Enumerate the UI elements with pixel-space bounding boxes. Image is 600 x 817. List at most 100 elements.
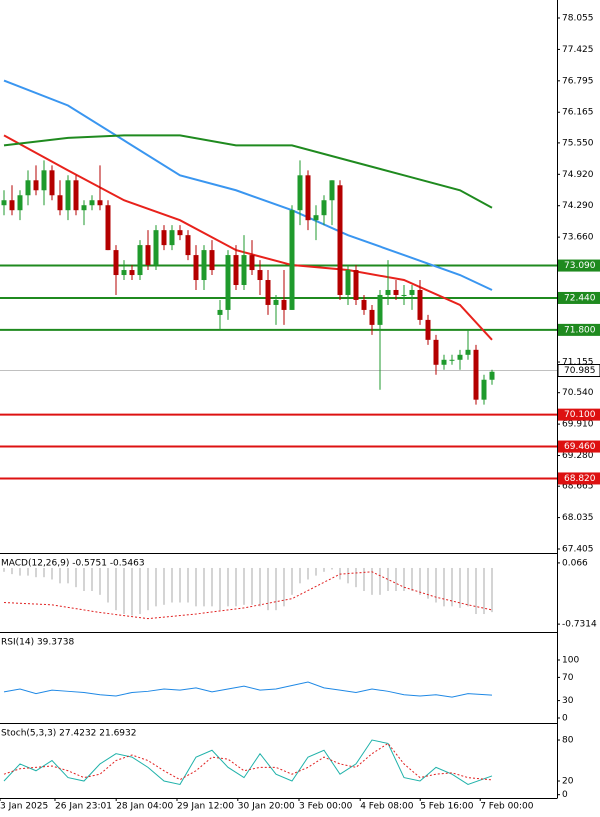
- candle-body: [353, 270, 359, 300]
- level-label-box: [558, 323, 600, 336]
- candle-body: [361, 299, 367, 310]
- y-tick-label: 70.540: [562, 388, 594, 398]
- candle-body: [105, 205, 111, 251]
- candle-body: [401, 294, 407, 296]
- y-tick-label: 0: [562, 713, 568, 723]
- level-label-box: [558, 440, 600, 453]
- candle-body: [193, 255, 199, 281]
- y-tick-label: 76.795: [562, 76, 594, 86]
- candle-body: [425, 319, 431, 340]
- candle-body: [81, 205, 87, 211]
- candle-body: [409, 289, 415, 295]
- x-tick-label: 30 Jan 20:00: [238, 802, 295, 812]
- candle-body: [489, 371, 495, 380]
- candle-body: [161, 230, 167, 246]
- indicator-title: MACD(12,26,9) -0.5751 -0.5463: [1, 559, 145, 569]
- candle-body: [145, 245, 151, 266]
- y-tick-label: 74.290: [562, 201, 594, 211]
- candle-body: [345, 270, 351, 295]
- indicator-line: [3, 742, 493, 781]
- candle-body: [473, 349, 479, 400]
- level-label: 70.100: [564, 410, 596, 420]
- y-tick-label: 0: [562, 790, 568, 800]
- candle-body: [89, 200, 95, 206]
- y-tick-label: 69.280: [562, 451, 594, 461]
- y-tick-label: 80: [562, 736, 574, 746]
- level-label: 73.090: [564, 261, 596, 271]
- level-label: 69.460: [564, 442, 596, 452]
- moving-average: [3, 134, 493, 209]
- y-tick-label: 78.055: [562, 13, 594, 23]
- candle-body: [305, 175, 311, 221]
- moving-average: [3, 134, 493, 341]
- y-tick-label: 76.165: [562, 108, 594, 118]
- candle-body: [57, 195, 63, 211]
- y-tick-label: 67.405: [562, 545, 594, 555]
- indicator-title: RSI(14) 39.3738: [1, 638, 74, 648]
- candle-body: [185, 235, 191, 256]
- indicator-title: Stoch(5,3,3) 27.4232 21.6932: [1, 729, 136, 739]
- y-tick-label: 75.550: [562, 138, 594, 148]
- candle-body: [153, 230, 159, 266]
- candle-body: [289, 210, 295, 310]
- x-tick-label: 3 Feb 00:00: [299, 802, 353, 812]
- y-tick-label: 30: [562, 696, 574, 706]
- candle-body: [265, 280, 271, 305]
- y-tick-label: 0.066: [562, 558, 588, 568]
- x-tick-label: 29 Jan 12:00: [177, 802, 234, 812]
- y-tick-label: 100: [562, 655, 579, 665]
- candle-body: [137, 245, 143, 276]
- level-label: 72.440: [564, 293, 596, 303]
- level-label-box: [558, 408, 600, 421]
- x-tick-label: 26 Jan 23:01: [55, 802, 112, 812]
- candle-body: [73, 180, 79, 211]
- current-price-label: 70.985: [564, 366, 596, 376]
- candle-body: [369, 309, 375, 325]
- indicator-line: [3, 681, 493, 698]
- x-tick-label: 28 Jan 04:00: [116, 802, 173, 812]
- candle-body: [9, 200, 15, 211]
- candle-body: [97, 200, 103, 206]
- candle-body: [337, 185, 343, 295]
- candle-body: [41, 170, 47, 191]
- indicator-line: [3, 739, 493, 785]
- candle-body: [233, 255, 239, 285]
- candle-body: [481, 379, 487, 400]
- candle-body: [49, 170, 55, 196]
- x-tick-label: 3 Jan 2025: [0, 802, 48, 812]
- candle-body: [241, 255, 247, 285]
- candle-body: [377, 294, 383, 325]
- level-label: 71.800: [564, 325, 596, 335]
- y-tick-label: 20: [562, 777, 574, 787]
- candle-body: [209, 250, 215, 271]
- candle-body: [449, 359, 455, 361]
- y-tick-label: 74.920: [562, 170, 594, 180]
- y-tick-label: 70: [562, 673, 574, 683]
- level-label: 68.820: [564, 474, 596, 484]
- candle-body: [17, 195, 23, 211]
- candle-body: [297, 175, 303, 211]
- candle-body: [321, 200, 327, 216]
- current-price-box: [557, 364, 600, 378]
- x-tick-label: 4 Feb 08:00: [360, 802, 414, 812]
- candle-body: [457, 354, 463, 360]
- candle-body: [385, 289, 391, 295]
- candle-body: [329, 180, 335, 201]
- candle-body: [393, 289, 399, 295]
- candle-body: [33, 180, 39, 191]
- candle-body: [65, 180, 71, 211]
- candle-body: [417, 289, 423, 320]
- y-tick-label: -0.7314: [562, 620, 597, 630]
- candle-body: [121, 270, 127, 276]
- candle-body: [249, 255, 255, 271]
- candle-body: [441, 359, 447, 365]
- moving-average: [3, 79, 493, 291]
- candle-body: [257, 270, 263, 281]
- x-tick-label: 5 Feb 16:00: [420, 802, 474, 812]
- candle-body: [273, 299, 279, 305]
- candle-body: [129, 270, 135, 276]
- indicator-line: [3, 571, 493, 620]
